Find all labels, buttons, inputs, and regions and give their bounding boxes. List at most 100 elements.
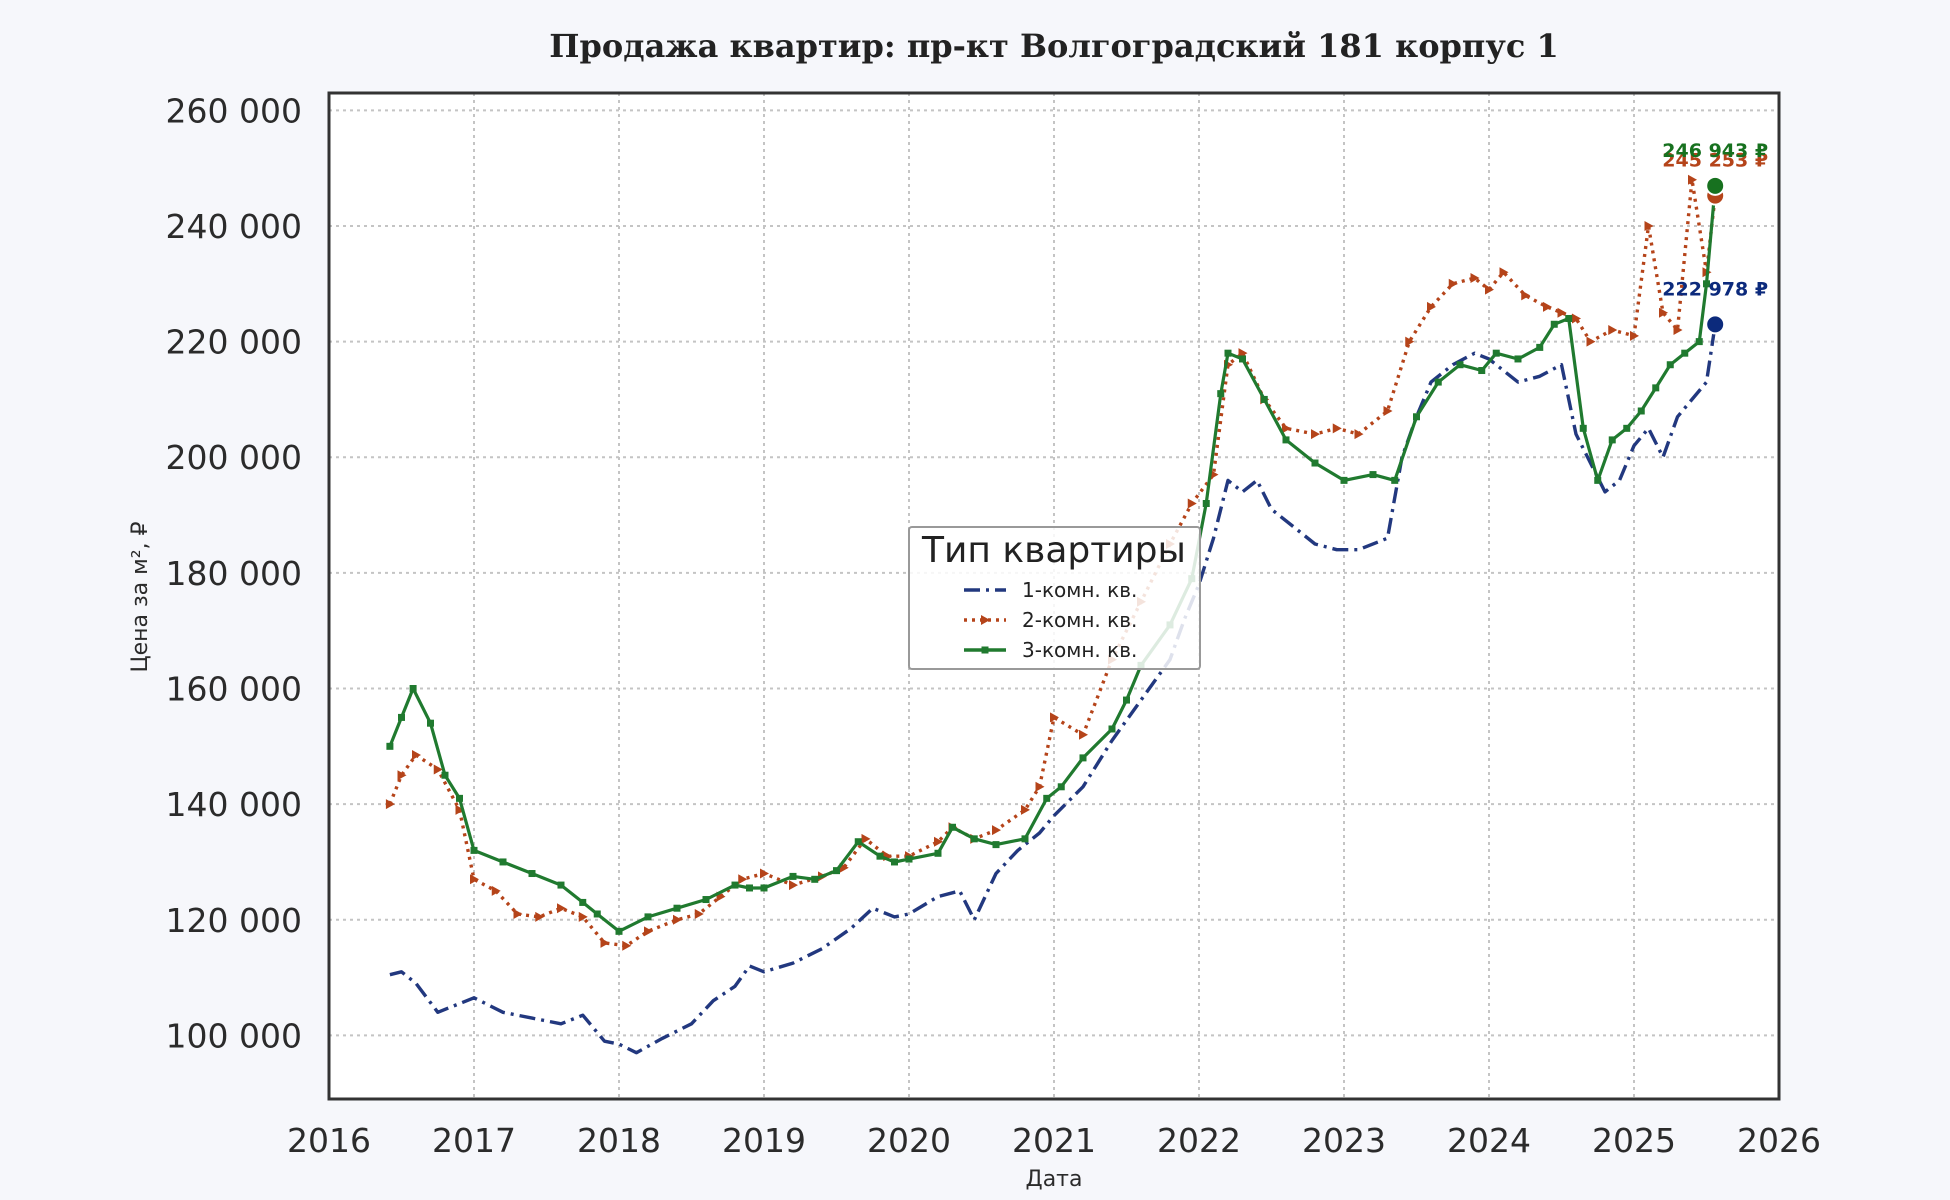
series-point-3 [746, 884, 753, 892]
series-point-2 [600, 937, 610, 948]
series-point-3 [1434, 378, 1442, 386]
series-point-3 [1260, 395, 1268, 403]
series-point-3 [1108, 725, 1116, 733]
x-tick-label: 2024 [1447, 1121, 1531, 1160]
series-point-3 [456, 794, 463, 802]
series-point-3 [891, 858, 898, 866]
series-point-2 [1311, 429, 1320, 440]
x-tick-label: 2021 [1012, 1121, 1096, 1160]
series-point-2 [760, 868, 769, 879]
series-point-2 [1021, 804, 1030, 815]
y-tick-label: 220 000 [166, 323, 302, 362]
legend-entry-label: 1-комн. кв. [1022, 578, 1137, 602]
end-marker-label: 245 253 ₽ [1662, 150, 1768, 172]
series-point-2 [738, 874, 748, 885]
series-point-3 [970, 835, 978, 843]
end-markers: 222 978 ₽ 245 253 ₽246 943 ₽ [1662, 140, 1768, 335]
series-point-3 [949, 823, 956, 831]
y-tick-label: 180 000 [166, 554, 302, 593]
series-point-2 [1035, 781, 1045, 792]
series-point-3 [760, 884, 768, 892]
x-tick-label: 2020 [867, 1121, 951, 1160]
series-point-3 [644, 913, 652, 921]
series-point-2 [1470, 273, 1480, 284]
x-tick-label: 2023 [1302, 1121, 1386, 1160]
x-tick-label: 2017 [432, 1121, 516, 1160]
series-point-3 [1637, 407, 1645, 415]
series-point-3 [1550, 320, 1558, 328]
series-point-3 [409, 685, 417, 693]
series-point-3 [1057, 783, 1065, 791]
series-point-3 [1282, 436, 1290, 444]
series-point-3 [1456, 361, 1464, 369]
legend-entry-label: 2-комн. кв. [1022, 608, 1137, 632]
series-point-3 [557, 881, 565, 889]
series-point-2 [1079, 729, 1088, 740]
series-point-2 [1354, 429, 1364, 440]
series-point-2 [470, 874, 479, 885]
series-point-3 [1217, 390, 1225, 398]
series-point-3 [1478, 367, 1486, 375]
y-tick-label: 140 000 [166, 785, 302, 824]
y-axis-ticks: 100 000 120 000 140 000 160 000 180 000 200 0… [166, 91, 302, 1055]
series-point-2 [455, 804, 465, 815]
series-point-3 [470, 846, 478, 854]
x-tick-label: 2019 [722, 1121, 806, 1160]
series-point-2 [1586, 336, 1596, 347]
y-tick-label: 100 000 [166, 1016, 302, 1055]
series-point-2 [1332, 423, 1342, 434]
end-marker-label: 246 943 ₽ [1662, 140, 1768, 162]
series-point-3 [1079, 754, 1087, 762]
series-point-3 [1311, 459, 1319, 467]
series-point-2 [1499, 267, 1509, 278]
series-point-2 [1427, 301, 1436, 312]
series-point-2 [934, 836, 943, 847]
series-point-3 [1608, 436, 1616, 444]
x-tick-label: 2022 [1157, 1121, 1241, 1160]
series-point-3 [731, 881, 739, 889]
series-point-3 [789, 872, 797, 880]
series-point-2 [1572, 313, 1581, 324]
series-point-3 [1579, 424, 1587, 432]
series-point-2 [992, 825, 1001, 836]
series-point-2 [1448, 278, 1458, 289]
series-point-2 [385, 799, 395, 810]
x-tick-label: 2018 [577, 1121, 661, 1160]
series-point-3 [833, 867, 840, 875]
series-point-3 [427, 719, 434, 727]
legend-swatch-marker [981, 646, 989, 654]
series-point-2 [491, 885, 501, 896]
series-point-3 [386, 742, 394, 750]
legend-box [908, 526, 1201, 670]
series-point-3 [499, 858, 507, 866]
series-point-3 [702, 896, 710, 904]
series-point-3 [1594, 476, 1602, 484]
series-point-3 [1623, 424, 1631, 432]
series-point-3 [1536, 343, 1544, 351]
series-point-3 [1239, 355, 1246, 363]
y-tick-label: 200 000 [166, 438, 302, 477]
series-point-3 [1369, 471, 1377, 479]
series-point-2 [1521, 290, 1531, 301]
series-point-2 [1050, 712, 1059, 723]
plot-frame [327, 91, 1781, 1101]
series-point-2 [1405, 336, 1415, 347]
series-point-2 [694, 908, 704, 919]
series-point-3 [1565, 314, 1573, 322]
x-tick-label: 2016 [287, 1121, 371, 1160]
series-point-2 [1187, 498, 1197, 509]
y-tick-label: 260 000 [166, 91, 302, 130]
series-point-3 [905, 855, 913, 863]
series-point-2 [433, 764, 443, 775]
series-point-3 [528, 870, 536, 878]
chart-title: Продажа квартир: пр-кт Волгоградский 181… [549, 27, 1558, 65]
series-point-3 [441, 771, 449, 779]
series-point-2 [397, 770, 407, 781]
legend-title: Тип квартиры [921, 530, 1186, 571]
series-point-2 [1630, 330, 1639, 341]
y-tick-label: 240 000 [166, 207, 302, 246]
series-point-3 [811, 875, 819, 883]
series-point-3 [1652, 384, 1660, 392]
series-point-2 [1557, 307, 1567, 318]
y-tick-label: 160 000 [166, 670, 302, 709]
